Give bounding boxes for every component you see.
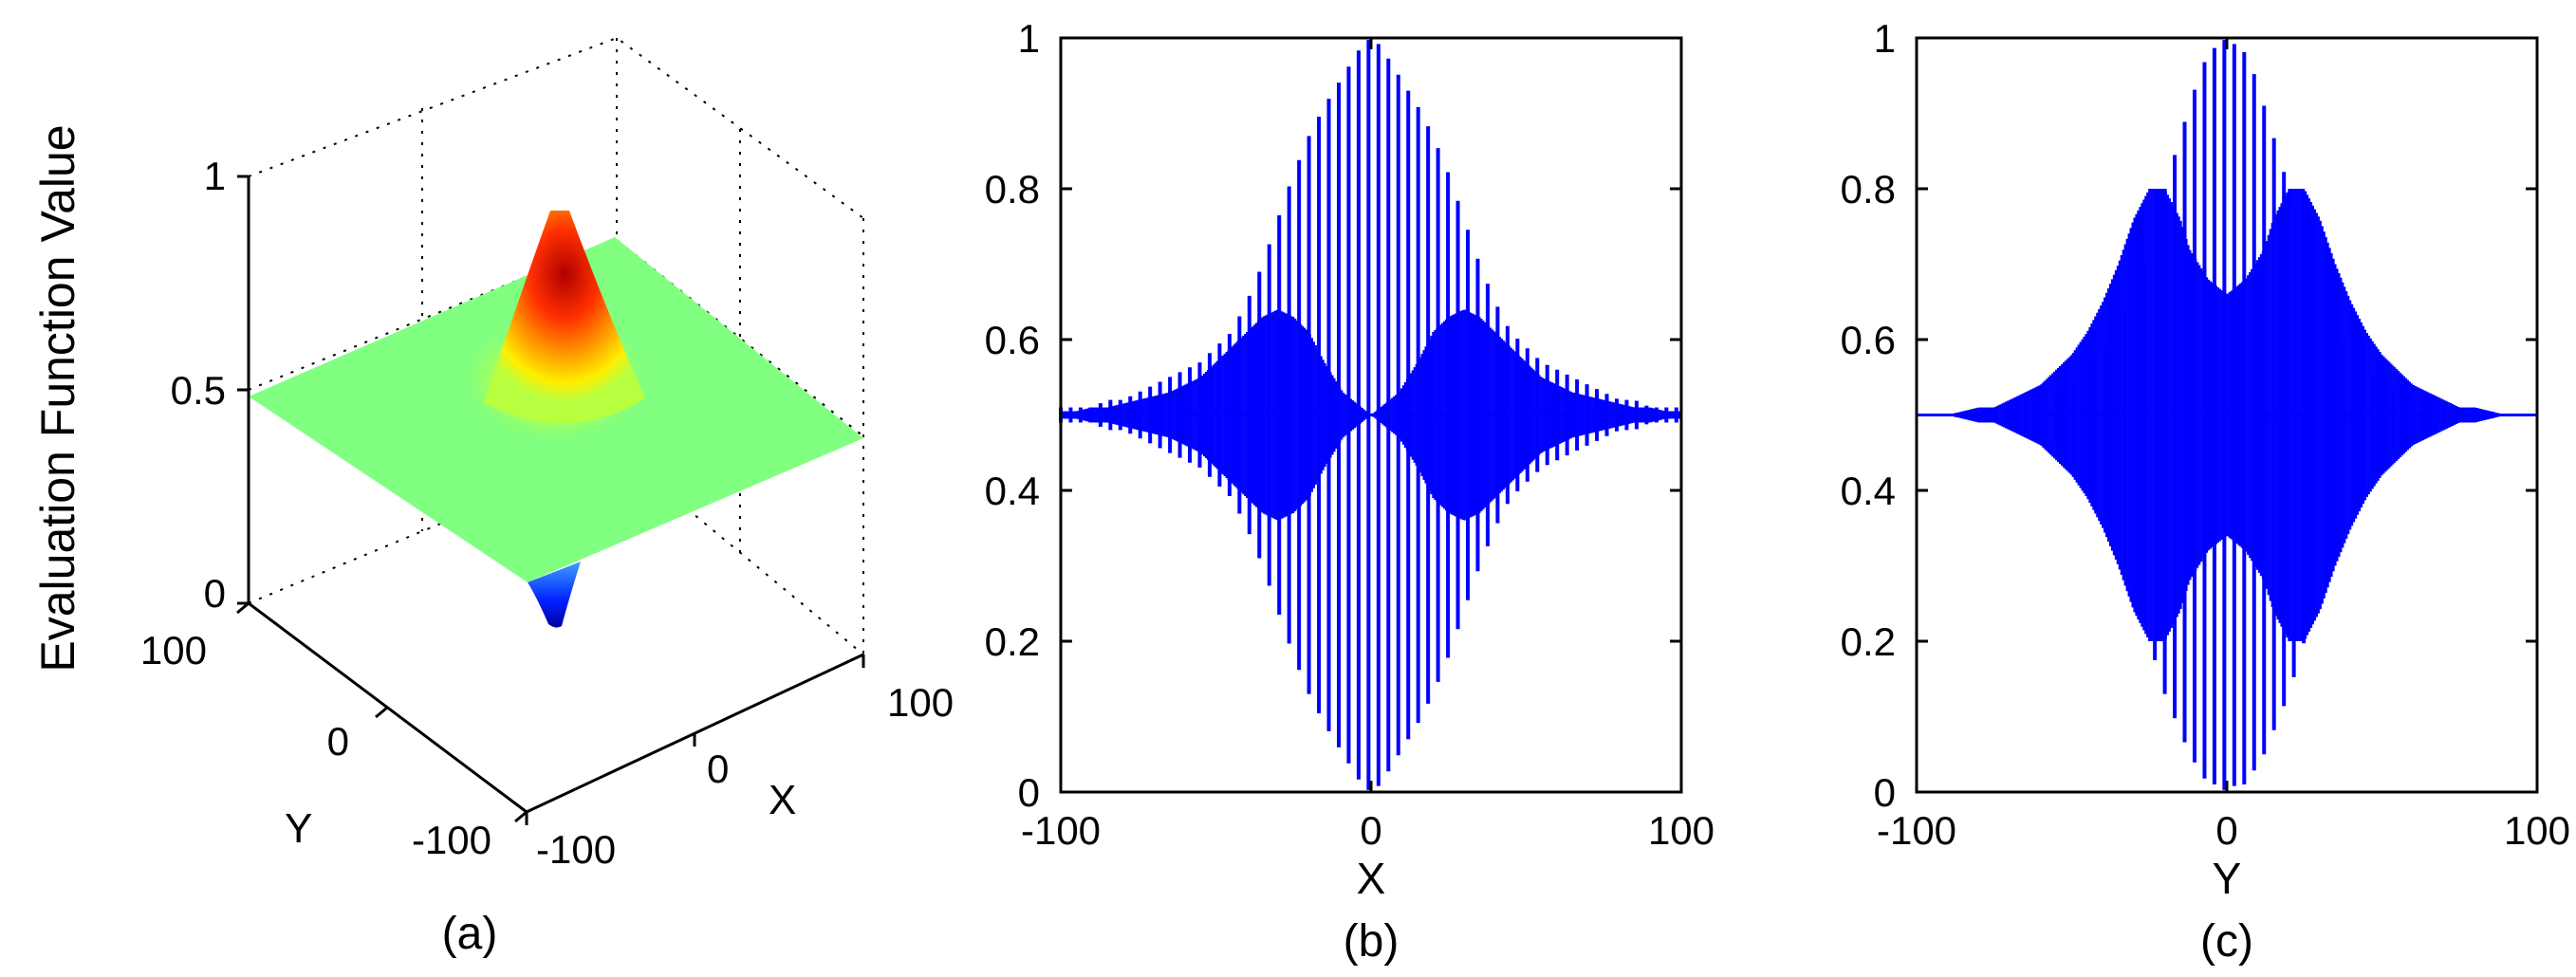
x-tick-label: -100 <box>1877 808 1956 853</box>
x-axis-label: X <box>1357 854 1386 903</box>
axis-ticks-c <box>1915 36 2539 794</box>
y-tick-labels-c: 0 0.2 0.4 0.6 0.8 1 <box>1841 16 1896 815</box>
z-axis-label: Evaluation Function Value <box>31 124 84 672</box>
x-tick-label: -100 <box>536 827 616 872</box>
panel-label-c: (c) <box>2200 916 2253 967</box>
panel-label-b: (b) <box>1344 916 1399 967</box>
x-tick-label: 0 <box>1360 808 1381 853</box>
y-tick-label: 0.6 <box>1841 318 1896 362</box>
y-tick-label: 1 <box>1018 16 1040 61</box>
y-tick-label: 1 <box>1874 16 1896 61</box>
z-tick-label: 0 <box>204 571 226 616</box>
surface-axes <box>236 175 865 825</box>
y-tick-labels-b: 0 0.2 0.4 0.6 0.8 1 <box>985 16 1040 815</box>
x-axis-label: Y <box>2213 854 2242 903</box>
stem-plot-panel-y: 0 0.2 0.4 0.6 0.8 1 -100 0 100 Y (c) <box>1841 16 2570 967</box>
y-tick-label: 0.4 <box>1841 469 1896 513</box>
surface-peak <box>484 211 645 424</box>
y-tick-label: 0 <box>1018 770 1040 815</box>
x-tick-labels-b: -100 0 100 <box>1021 808 1714 853</box>
x-tick-label: 100 <box>1648 808 1714 853</box>
x-tick-label: -100 <box>1021 808 1101 853</box>
x-tick-label: 100 <box>887 680 954 725</box>
y-tick-label: -100 <box>412 818 491 862</box>
y-tick-label: 0.8 <box>985 167 1040 212</box>
z-tick-label: 1 <box>204 154 226 198</box>
y-tick-label: 0 <box>1874 770 1896 815</box>
y-tick-label: 0.6 <box>985 318 1040 362</box>
y-tick-label: 0.2 <box>985 619 1040 664</box>
y-tick-label: 0.4 <box>985 469 1040 513</box>
stems-x <box>1059 40 1682 790</box>
x-tick-labels-c: -100 0 100 <box>1877 808 2570 853</box>
stem-plot-panel-x: 0 0.2 0.4 0.6 0.8 1 -100 0 100 X (b) <box>985 16 1714 967</box>
y-tick-label: 100 <box>140 628 207 673</box>
y-axis-label: Y <box>285 805 312 852</box>
z-tick-label: 0.5 <box>171 368 226 413</box>
y-tick-label: 0.2 <box>1841 619 1896 664</box>
x-axis-label: X <box>769 777 796 823</box>
y-tick-label: 0 <box>327 719 349 764</box>
x-tick-label: 0 <box>707 747 729 791</box>
y-tick-labels: 100 0 -100 <box>140 628 491 862</box>
x-tick-label: 0 <box>2215 808 2237 853</box>
x-tick-label: 100 <box>2504 808 2570 853</box>
stems-y <box>1917 40 2537 790</box>
x-tick-labels: -100 0 100 <box>536 680 954 872</box>
surface-trough <box>528 562 581 628</box>
y-tick-label: 0.8 <box>1841 167 1896 212</box>
axis-ticks-b <box>1059 36 1683 794</box>
surface-plot-panel: 0 0.5 1 100 0 -100 -100 0 100 Evaluation… <box>31 36 954 959</box>
z-tick-labels: 0 0.5 1 <box>171 154 226 616</box>
panel-label-a: (a) <box>442 909 498 959</box>
